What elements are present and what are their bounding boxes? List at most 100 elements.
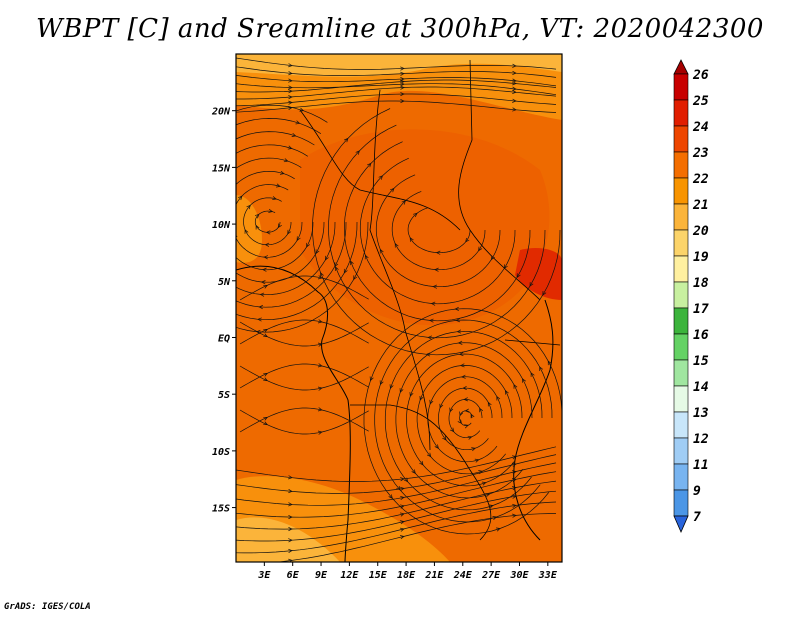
streamline	[236, 170, 314, 271]
streamline-arrow	[512, 455, 517, 460]
streamline-arrow	[512, 486, 517, 491]
streamline-arrow	[400, 486, 405, 491]
coastline-west	[236, 265, 351, 562]
streamline-arrow	[401, 200, 406, 205]
streamline-arrow	[263, 377, 269, 382]
streamline-arrow	[343, 268, 348, 274]
streamline-arrow	[426, 452, 432, 458]
border-5	[504, 339, 561, 346]
x-tick-label: 21E	[424, 570, 444, 581]
streamline-arrow	[196, 150, 200, 154]
streamline-arrow	[459, 411, 464, 417]
streamline	[239, 407, 369, 433]
border-3	[299, 109, 461, 231]
streamline	[236, 501, 557, 554]
colorbar-label: 19	[693, 250, 709, 265]
colorbar-segment	[673, 437, 689, 465]
colorbar-label: 23	[692, 146, 709, 161]
streamline-arrow	[429, 318, 434, 323]
streamline-arrow	[464, 424, 469, 429]
streamline-arrow	[512, 478, 517, 483]
x-tick-label: 12E	[340, 570, 359, 581]
streamline-arrow	[458, 352, 464, 357]
streamline	[236, 157, 325, 283]
streamline	[375, 174, 501, 288]
streamline-arrow	[288, 100, 293, 105]
colorbar-top-arrow	[673, 59, 689, 75]
streamline-arrow	[512, 107, 517, 112]
streamline-arrow	[257, 317, 262, 322]
border-1	[369, 89, 431, 451]
streamline-arrow	[505, 389, 509, 395]
x-tick-label: 33E	[538, 570, 558, 581]
x-tick-label: 15E	[369, 570, 388, 581]
streamline-arrow	[434, 444, 439, 449]
streamline-arrow	[268, 208, 274, 213]
colorbar-label: 15	[693, 354, 709, 369]
streamline-arrow	[400, 512, 405, 517]
colorbar-segment	[673, 229, 689, 257]
streamline-arrow	[317, 275, 323, 280]
streamline-arrow	[403, 477, 409, 483]
streamline	[275, 513, 557, 562]
x-tick-label: 30E	[509, 570, 529, 581]
streamline	[254, 210, 281, 233]
streamline-arrow	[364, 254, 369, 260]
streamline-arrow	[449, 407, 454, 413]
grads-credit: GrADS: IGES/COLA	[4, 602, 91, 612]
streamline-arrow	[263, 333, 269, 338]
streamline	[344, 141, 531, 322]
streamline-arrow	[400, 495, 405, 500]
streamline-arrow	[288, 514, 293, 520]
streamline-arrow	[201, 247, 204, 251]
colorbar-segment	[673, 125, 689, 153]
streamline-arrow	[334, 262, 339, 268]
x-tick-label: 6E	[287, 570, 300, 581]
streamline-arrow	[288, 475, 293, 480]
streamline-arrow	[464, 408, 470, 413]
streamline	[236, 118, 358, 321]
streamline-arrow	[244, 229, 249, 234]
streamline-arrow	[512, 462, 517, 467]
streamline-arrow	[259, 292, 265, 297]
streamline	[236, 66, 557, 78]
colorbar-segment	[673, 281, 689, 309]
colorbar-label: 12	[693, 432, 709, 447]
chart-title: WBPT [C] and Sreamline at 300hPa, VT: 20…	[36, 14, 764, 44]
colorbar-segment	[673, 99, 689, 127]
streamline-arrow	[513, 383, 518, 389]
streamline	[239, 319, 369, 345]
colorbar-label: 14	[693, 380, 709, 395]
streamline-arrow	[512, 98, 517, 103]
streamlines	[179, 57, 562, 562]
colorbar-label: 17	[693, 302, 709, 317]
streamline-arrow	[457, 419, 462, 424]
x-tick-label: 18E	[397, 570, 416, 581]
streamline	[236, 131, 347, 308]
y-tick-label: 10N	[212, 220, 231, 231]
colorbar-segment	[673, 411, 689, 439]
streamline-arrow	[263, 328, 269, 333]
streamline-arrow	[317, 386, 323, 391]
streamline-arrow	[288, 548, 293, 553]
streamline-arrow	[429, 399, 434, 405]
streamline-arrow	[179, 256, 182, 260]
colorbar: 26 25 24 23 22 21 20 19 18 17 16 15 14 13 12 11 9 7	[673, 59, 709, 533]
colorbar-segment	[673, 177, 689, 205]
streamline-arrow	[288, 89, 293, 94]
x-tick-label: 27E	[481, 570, 501, 581]
colorbar-segment	[673, 333, 689, 361]
streamline	[236, 446, 557, 482]
streamline-arrow	[223, 238, 226, 242]
streamline-arrow	[212, 243, 215, 247]
streamline-arrow	[288, 95, 293, 100]
streamline-arrow	[264, 242, 270, 247]
streamline-arrow	[263, 255, 269, 260]
colorbar-segment	[673, 489, 689, 517]
streamline	[236, 104, 369, 333]
streamline-arrow	[399, 388, 404, 393]
field-east-24	[515, 248, 562, 300]
streamline-arrow	[400, 66, 405, 71]
streamline-arrow	[325, 255, 329, 261]
streamline-arrow	[488, 504, 494, 509]
